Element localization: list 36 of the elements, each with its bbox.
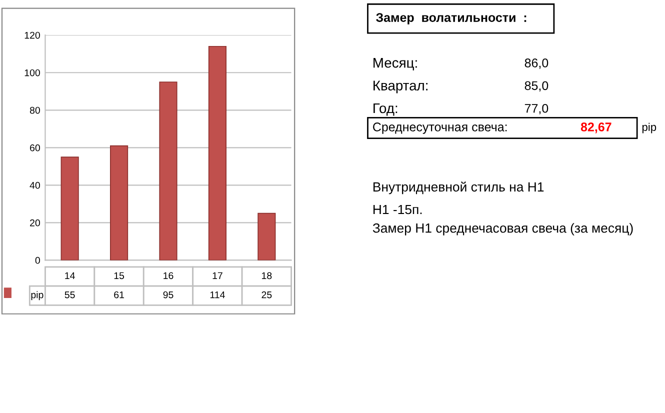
x-tick-label: 18 (262, 272, 272, 280)
y-tick-label: 80 (30, 106, 40, 114)
y-tick-label: 100 (24, 69, 40, 76)
x-tick-label: 15 (114, 272, 124, 280)
data-label: 61 (114, 291, 124, 298)
text: Год: (374, 103, 398, 116)
data-label: 95 (163, 291, 174, 298)
text: 77,0 (524, 104, 548, 114)
text: pip (642, 122, 656, 134)
text: 82,67 (580, 122, 612, 134)
data-label: 55 (64, 291, 75, 298)
x-tick-label: 14 (65, 272, 75, 280)
text: Внутридневной стиль на H1 (373, 182, 544, 194)
y-tick-label: 0 (35, 256, 40, 264)
y-tick-label: 120 (24, 32, 40, 39)
y-tick-label: 60 (30, 144, 40, 152)
text: H1 -15п. (373, 204, 422, 214)
bar (110, 145, 128, 260)
text: Месяц: (374, 58, 417, 70)
bar (159, 82, 178, 260)
y-tick-label: 40 (30, 182, 40, 189)
bar (60, 156, 79, 260)
data-label: 25 (262, 291, 272, 298)
bar (208, 46, 226, 260)
x-tick-label: 16 (164, 272, 174, 280)
text: Замер волатильности : (376, 13, 526, 24)
y-tick-label: 20 (30, 219, 40, 226)
text: 85,0 (524, 81, 548, 92)
data-label: 114 (210, 291, 225, 298)
text: Замер H1 среднечасовая свеча (за месяц) (372, 223, 633, 236)
text: 86,0 (524, 58, 548, 69)
text: Квартал: (374, 80, 428, 94)
x-tick-label: 17 (212, 272, 222, 280)
bar (258, 212, 276, 260)
legend-label: pip (31, 291, 44, 300)
text: Среднесуточная свеча: (373, 122, 507, 134)
